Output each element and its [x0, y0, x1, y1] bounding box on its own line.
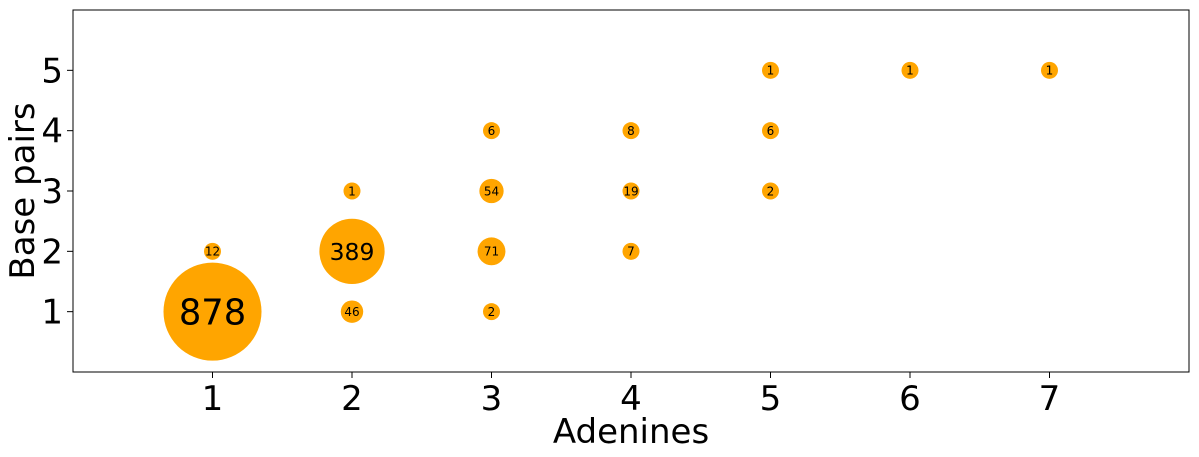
- y-axis: 1 2 3 4 5: [41, 51, 73, 333]
- bubble: [343, 182, 361, 200]
- bubble: [762, 182, 779, 200]
- bubble-count-label: 54: [484, 184, 499, 198]
- bubble-count-label: 2: [488, 305, 496, 319]
- bubble: [479, 178, 504, 204]
- y-tick-label: 1: [41, 293, 63, 333]
- x-tick-label: 6: [899, 379, 921, 419]
- bubble: [622, 242, 640, 260]
- bubble: [622, 182, 640, 200]
- bubble: [483, 303, 500, 321]
- bubble-count-label: 389: [330, 238, 375, 266]
- bubble-count-label: 19: [623, 184, 638, 198]
- bubble: [477, 237, 506, 266]
- bubble-count-label: 878: [179, 292, 246, 333]
- x-tick-label: 3: [481, 379, 503, 419]
- bubbles: 878 389 71 54 46 19 12 8 7 6 6 2 2 1 1 1 1: [163, 61, 1058, 361]
- x-tick-label: 5: [760, 379, 782, 419]
- bubble-count-label: 1: [906, 64, 914, 78]
- x-tick-label: 2: [341, 379, 363, 419]
- x-tick-label: 7: [1039, 379, 1061, 419]
- y-axis-title: Base pairs: [3, 102, 43, 279]
- y-tick-label: 5: [41, 51, 63, 91]
- x-tick-label: 1: [202, 379, 224, 419]
- bubble: [1041, 61, 1058, 79]
- x-axis: 1 2 3 4 5 6 7: [202, 372, 1061, 419]
- bubble: [340, 300, 364, 323]
- x-tick-label: 4: [620, 379, 642, 419]
- y-tick-label: 2: [41, 232, 63, 272]
- bubble: [319, 218, 385, 284]
- bubble-count-label: 46: [344, 305, 359, 319]
- bubble-count-label: 71: [484, 245, 499, 259]
- bubble: [762, 122, 779, 140]
- x-axis-title: Adenines: [553, 412, 709, 452]
- bubble: [204, 242, 221, 260]
- bubble-count-label: 1: [1046, 64, 1054, 78]
- y-tick-label: 4: [41, 112, 63, 152]
- bubble-count-label: 12: [205, 245, 220, 259]
- bubble-count-label: 1: [767, 64, 775, 78]
- bubble-count-label: 7: [627, 245, 635, 259]
- bubble: [483, 122, 500, 140]
- bubble-count-label: 6: [767, 124, 775, 138]
- bubble: [762, 61, 779, 79]
- bubble: [901, 61, 919, 79]
- bubble-count-label: 2: [767, 184, 775, 198]
- bubble: [622, 122, 640, 140]
- bubble-count-label: 8: [627, 124, 635, 138]
- y-tick-label: 3: [41, 172, 63, 212]
- bubble: [163, 262, 262, 361]
- bubble-count-label: 6: [488, 124, 496, 138]
- bubble-count-label: 1: [348, 184, 356, 198]
